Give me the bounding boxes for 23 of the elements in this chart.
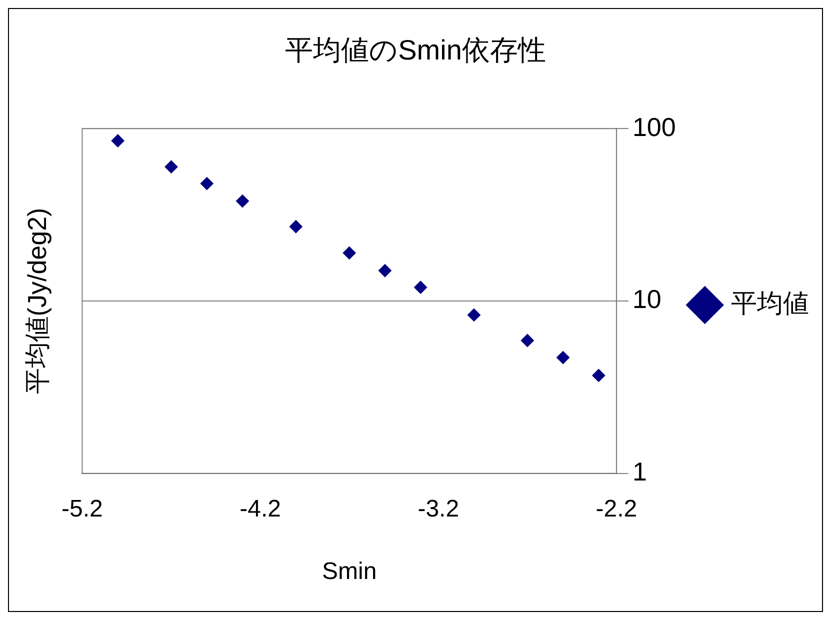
point — [520, 334, 534, 348]
point — [378, 264, 392, 278]
x-tick-label: -2.2 — [596, 495, 638, 522]
point — [111, 134, 124, 148]
point — [467, 308, 480, 322]
point — [414, 280, 428, 294]
point — [236, 194, 249, 208]
y-tick-label: 1 — [632, 456, 647, 487]
y-tick-label: 100 — [632, 112, 676, 142]
y-axis-title: 平均値(Jy/deg2) — [22, 208, 52, 394]
point — [556, 351, 570, 364]
x-tick-label: -5.2 — [62, 495, 103, 522]
x-tick-label: -4.2 — [240, 495, 281, 522]
point — [200, 177, 214, 190]
point — [289, 220, 302, 234]
point — [164, 160, 178, 174]
chart-title: 平均値のSmin依存性 — [285, 34, 546, 66]
point — [342, 246, 356, 260]
legend-label: 平均値 — [730, 288, 809, 318]
x-axis-title: Smin — [322, 558, 377, 586]
point — [592, 368, 606, 382]
y-tick-label: 10 — [632, 284, 662, 314]
x-tick-label: -3.2 — [418, 495, 460, 522]
